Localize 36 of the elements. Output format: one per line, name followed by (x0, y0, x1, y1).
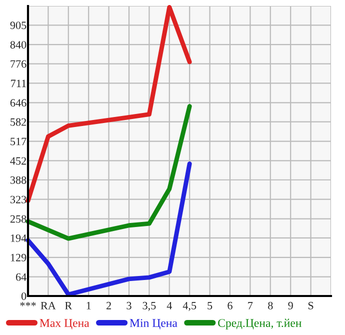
y-tick-label: 582 (10, 118, 26, 126)
x-tick-label: 4 (166, 302, 172, 310)
x-tick-label: S (308, 302, 314, 310)
y-tick-label: 517 (10, 138, 26, 146)
legend-label: Сред.Цена, т.йен (218, 318, 302, 330)
x-tick-label: 1 (86, 302, 91, 310)
x-tick-label: 4,5 (182, 302, 196, 311)
y-tick-label: 194 (10, 234, 26, 242)
y-tick-label: 258 (10, 215, 26, 223)
legend-label: Min Цена (130, 319, 178, 330)
x-tick-label: 5 (208, 302, 212, 310)
x-tick-label: 2 (106, 302, 111, 310)
y-tick-label: 711 (11, 80, 26, 88)
legend-label: Max Цена (40, 319, 90, 330)
x-tick-label: R (65, 302, 72, 310)
y-tick-label: 905 (10, 22, 26, 30)
line-series (26, 161, 192, 297)
y-tick-label: 129 (10, 254, 26, 262)
x-tick-label: 7 (248, 302, 253, 310)
y-tick-label: 64 (16, 273, 26, 281)
x-tick-label: *** (20, 302, 36, 306)
x-tick-label: 3,5 (142, 302, 156, 311)
y-tick-label: 452 (10, 157, 26, 165)
x-tick-label: 6 (228, 302, 232, 310)
y-tick-label: 776 (10, 60, 26, 68)
y-tick-label: 840 (10, 41, 26, 49)
y-tick-label: 646 (10, 99, 26, 107)
x-tick-label: 8 (268, 302, 273, 310)
line-series (26, 104, 192, 241)
y-tick-label: 323 (10, 196, 26, 204)
y-tick-label: 0 (21, 292, 26, 300)
x-tick-label: RA (40, 302, 56, 310)
y-tick-label: 388 (10, 176, 26, 184)
line-series (26, 4, 192, 204)
x-tick-label: 9 (288, 302, 293, 310)
x-tick-label: 3 (126, 302, 132, 310)
